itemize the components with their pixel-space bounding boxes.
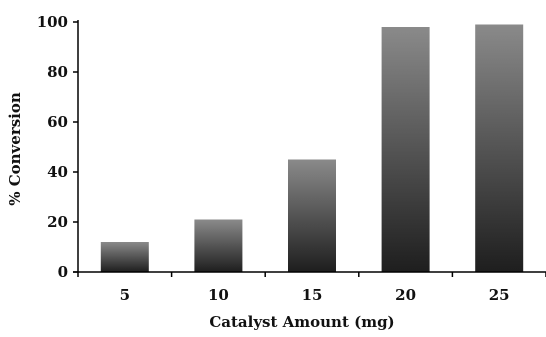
x-tick-label: 15 bbox=[302, 286, 323, 304]
x-axis-title: Catalyst Amount (mg) bbox=[209, 313, 394, 331]
x-tick-label: 25 bbox=[489, 286, 510, 304]
y-tick-label: 40 bbox=[47, 163, 68, 181]
x-tick-label: 10 bbox=[208, 286, 229, 304]
bars-layer bbox=[100, 24, 524, 272]
y-tick-label: 100 bbox=[37, 13, 68, 31]
x-tick-label: 20 bbox=[395, 286, 416, 304]
y-tick-label: 80 bbox=[47, 63, 68, 81]
axes-layer bbox=[73, 20, 546, 277]
y-tick-label: 0 bbox=[58, 263, 68, 281]
x-tick-label: 5 bbox=[120, 286, 130, 304]
bar-20 bbox=[381, 27, 430, 272]
y-tick-label: 60 bbox=[47, 113, 68, 131]
bar-15 bbox=[288, 159, 336, 272]
x-ticks: 5 10 15 20 25 bbox=[120, 272, 546, 304]
bar-5 bbox=[100, 242, 149, 272]
bar-25 bbox=[475, 24, 524, 272]
y-axis-title: % Conversion bbox=[6, 92, 24, 206]
bar-10 bbox=[194, 219, 243, 272]
y-ticks: 0 20 40 60 80 100 bbox=[37, 13, 78, 281]
y-tick-label: 20 bbox=[47, 213, 68, 231]
